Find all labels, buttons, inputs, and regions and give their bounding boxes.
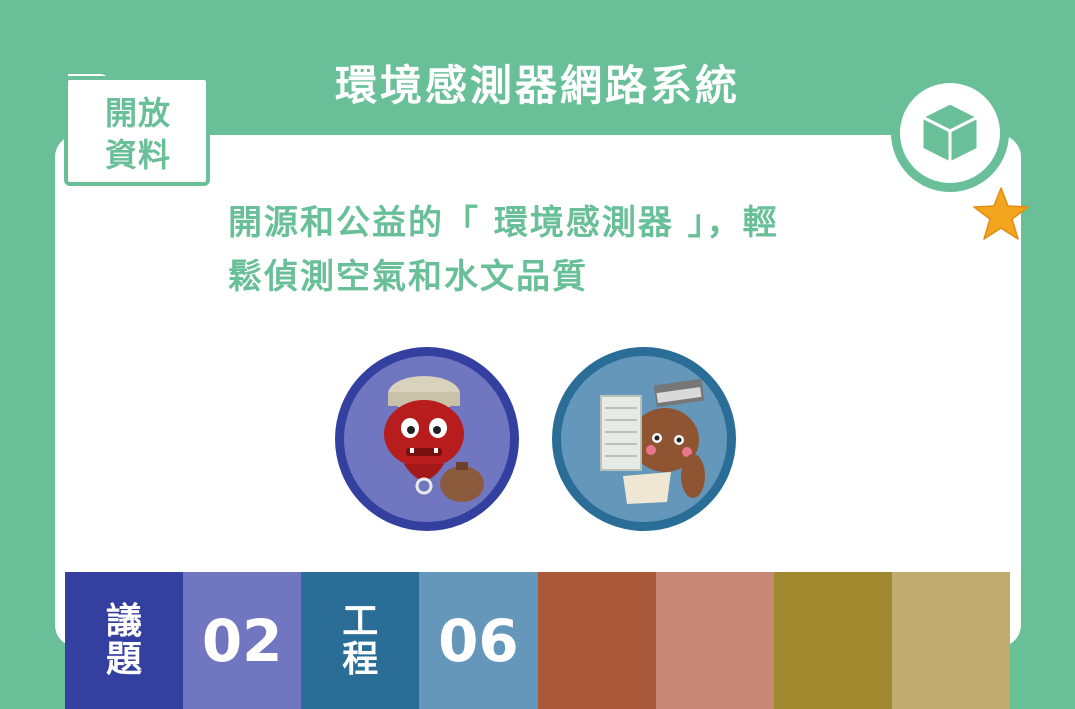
engineering-number-cell: 06: [419, 572, 538, 709]
engineering-label-cell: 工 程: [301, 572, 420, 709]
content-card: [55, 135, 1021, 647]
red-monster-illustration: [384, 376, 484, 502]
topic-label-top: 議: [106, 600, 143, 642]
topic-label-cell: 議 題: [65, 572, 184, 709]
page-title: 環境感測器網路系統: [334, 61, 740, 110]
red-monster-explorer-avatar: [335, 347, 519, 531]
topic-number-cell: 02: [183, 572, 302, 709]
subtitle: 開源和公益的「 環境感測器 」，輕 鬆偵測空氣和水文品質: [228, 196, 868, 304]
open-data-tag: [64, 76, 210, 186]
subtitle-line-2: 鬆偵測空氣和水文品質: [228, 257, 588, 297]
subtitle-line-1: 開源和公益的「 環境感測器 」，輕: [228, 203, 779, 243]
document-carrier-illustration: [600, 378, 705, 504]
tag-line-2: 資料: [104, 136, 171, 174]
color-cell-5: [537, 572, 656, 709]
cube-badge: [891, 74, 1009, 192]
color-cell-6: [655, 572, 774, 709]
topic-label-bottom: 題: [106, 638, 143, 680]
star-icon: [973, 187, 1029, 240]
color-cell-7: [773, 572, 892, 709]
footer-info-bar: 議 題 02 工 程 06: [65, 572, 1010, 709]
open-data-tag-label: 開放 資料: [96, 92, 180, 176]
engineering-label-bottom: 程: [342, 638, 379, 680]
color-cell-8: [891, 572, 1010, 709]
document-carrier-avatar: [552, 347, 736, 531]
cube-icon: [920, 101, 980, 165]
tag-line-1: 開放: [104, 94, 171, 132]
engineering-label-top: 工: [342, 600, 379, 642]
